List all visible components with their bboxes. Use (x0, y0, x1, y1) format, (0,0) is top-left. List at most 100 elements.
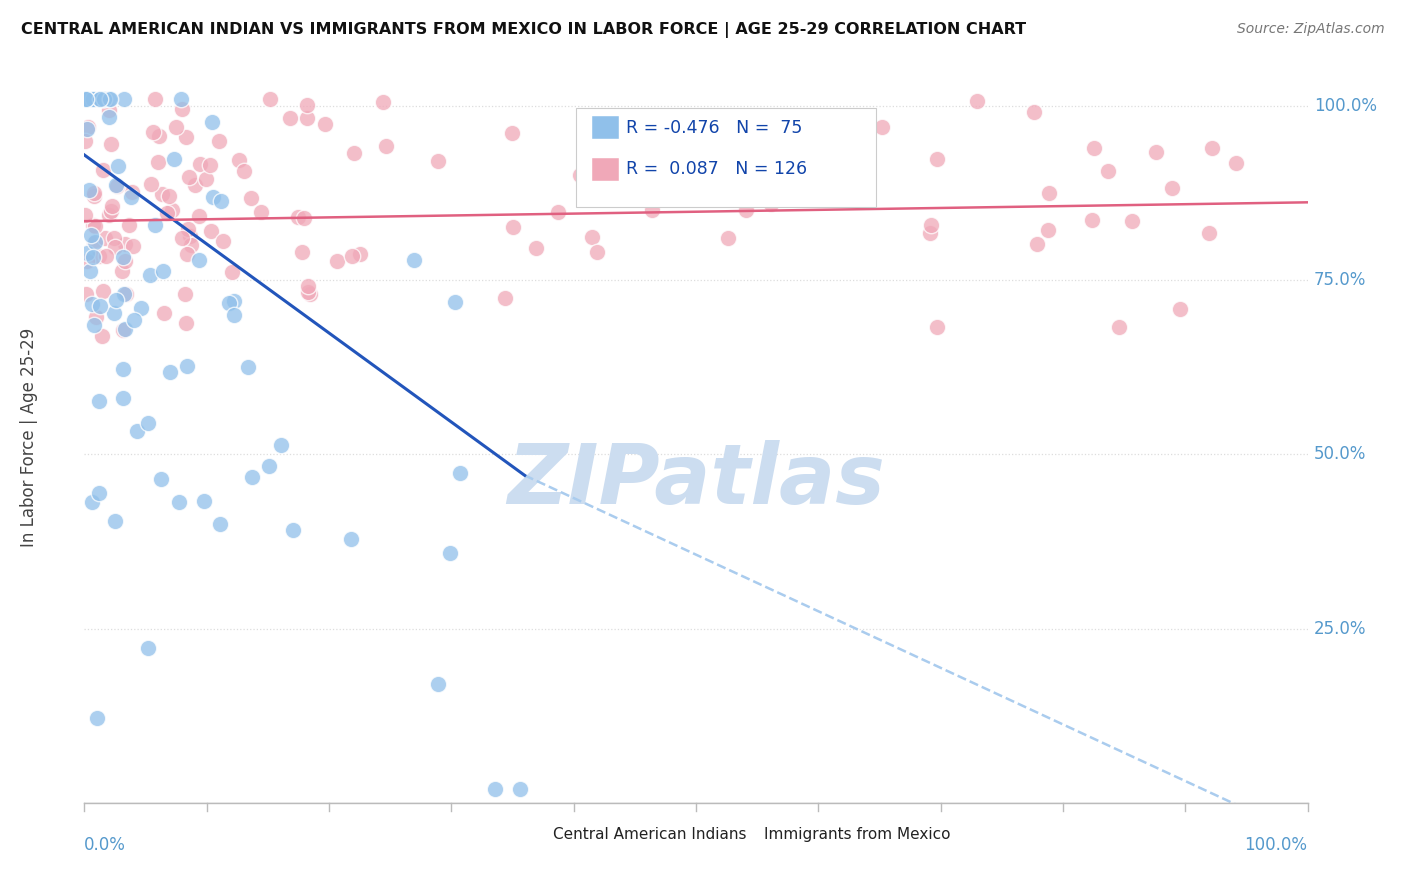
Point (1201, 140, 1223, 154)
Point (176, 359, 198, 373)
Point (103, 240, 125, 254)
Point (200, 224, 222, 238)
Point (114, 254, 136, 268)
Point (152, 306, 174, 320)
Point (172, 102, 194, 116)
Text: Central American Indians: Central American Indians (553, 828, 747, 842)
Point (82, 218, 104, 232)
Point (167, 495, 190, 509)
Text: CENTRAL AMERICAN INDIAN VS IMMIGRANTS FROM MEXICO IN LABOR FORCE | AGE 25-29 COR: CENTRAL AMERICAN INDIAN VS IMMIGRANTS FR… (21, 22, 1026, 38)
Point (139, 268, 162, 282)
Point (427, 676, 450, 690)
Point (90, 92, 112, 106)
Point (180, 237, 202, 252)
Text: 75.0%: 75.0% (1313, 271, 1367, 289)
Point (76, 253, 98, 268)
Point (291, 245, 314, 260)
Point (188, 253, 211, 268)
Point (342, 249, 364, 263)
Point (98, 110, 121, 124)
Point (176, 222, 198, 236)
Point (233, 164, 256, 178)
Point (179, 229, 201, 244)
Point (83, 235, 105, 249)
FancyBboxPatch shape (592, 116, 619, 139)
Point (797, 126, 820, 140)
Point (966, 95, 988, 109)
Point (142, 125, 165, 139)
FancyBboxPatch shape (576, 108, 876, 207)
Point (257, 459, 280, 474)
Point (82, 92, 104, 106)
Point (1025, 237, 1047, 252)
Point (114, 237, 136, 252)
Point (149, 472, 172, 486)
Point (93, 231, 115, 245)
Point (224, 293, 246, 308)
Point (89, 92, 111, 106)
Point (174, 316, 197, 330)
Point (93, 92, 115, 106)
Point (188, 209, 211, 223)
Point (139, 177, 162, 191)
Text: 100.0%: 100.0% (1244, 836, 1308, 854)
Point (202, 190, 225, 204)
Point (509, 781, 531, 796)
Point (1225, 155, 1247, 169)
Point (250, 204, 273, 219)
Point (104, 514, 127, 528)
Point (208, 134, 231, 148)
Point (80, 228, 103, 243)
Point (314, 117, 336, 131)
Point (84, 310, 107, 325)
Point (184, 178, 207, 192)
Point (87, 249, 110, 263)
Point (111, 392, 134, 406)
Text: In Labor Force | Age 25-29: In Labor Force | Age 25-29 (20, 327, 38, 547)
Point (89, 299, 111, 313)
Point (1168, 301, 1191, 316)
Point (299, 286, 322, 301)
Point (1083, 141, 1105, 155)
Point (165, 120, 187, 134)
Point (222, 308, 245, 322)
Point (228, 153, 250, 168)
Point (240, 470, 263, 484)
Point (221, 265, 243, 279)
Point (586, 244, 609, 259)
Point (157, 189, 180, 203)
Point (80, 495, 103, 509)
Point (581, 230, 603, 244)
Point (174, 130, 197, 145)
Point (343, 146, 366, 161)
Point (82, 92, 104, 106)
Point (426, 154, 449, 169)
Point (122, 238, 145, 252)
Point (112, 250, 135, 264)
Point (118, 218, 141, 232)
Point (105, 178, 128, 193)
Point (160, 202, 183, 217)
Point (1097, 164, 1119, 178)
Point (494, 291, 516, 305)
Text: 25.0%: 25.0% (1313, 620, 1367, 638)
Point (89, 485, 111, 500)
Point (176, 246, 198, 260)
Point (120, 190, 142, 204)
Point (83, 189, 105, 203)
Point (90, 329, 112, 343)
Point (155, 206, 177, 220)
Point (76, 246, 98, 260)
Text: R = -0.476   N =  75: R = -0.476 N = 75 (626, 119, 803, 136)
Point (75, 134, 97, 148)
Point (75, 92, 97, 106)
Point (501, 126, 523, 140)
Point (1080, 213, 1102, 227)
Point (73, 208, 96, 222)
Text: 100.0%: 100.0% (1313, 97, 1376, 115)
Text: R =  0.087   N = 126: R = 0.087 N = 126 (626, 161, 807, 178)
Point (87, 393, 110, 408)
Point (297, 279, 319, 293)
Point (136, 417, 159, 431)
Point (188, 156, 211, 170)
